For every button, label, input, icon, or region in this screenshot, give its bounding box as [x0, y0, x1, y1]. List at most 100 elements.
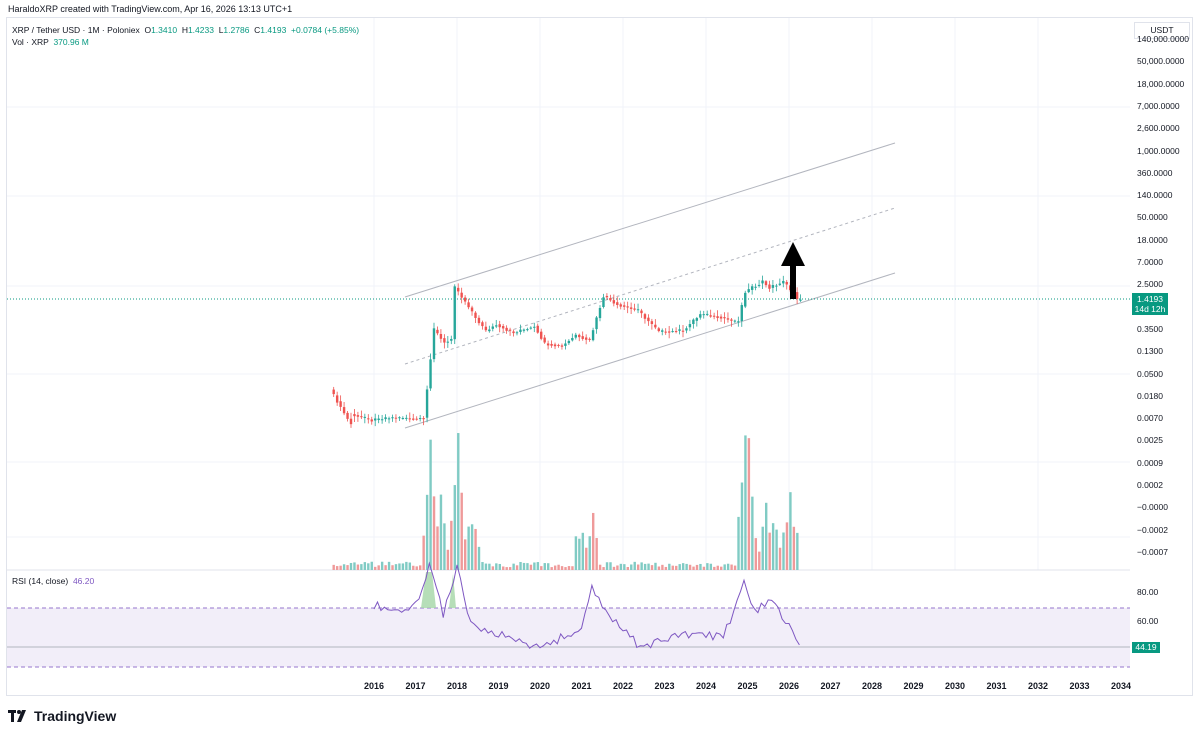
candle-body: [356, 415, 360, 417]
candle-body: [712, 315, 716, 317]
price-tick-label: 0.0500: [1137, 368, 1163, 379]
candle-body: [602, 297, 605, 308]
candle-body: [616, 302, 619, 305]
candle-body: [553, 344, 557, 347]
volume-bar: [751, 496, 754, 570]
candle-body: [688, 324, 692, 328]
candle-body: [775, 285, 778, 287]
candle-body: [671, 331, 674, 333]
volume-bar: [564, 567, 567, 570]
candle-body: [709, 315, 712, 317]
volume-bar: [512, 563, 515, 570]
candle-body: [443, 338, 446, 343]
candle-body: [450, 338, 453, 341]
candle-body: [481, 322, 484, 327]
candle-body: [529, 327, 533, 329]
candle-body: [716, 316, 719, 319]
volume-bar: [522, 562, 526, 570]
candle-body: [699, 314, 702, 318]
candle-body: [764, 281, 768, 286]
candle-body: [367, 418, 370, 420]
candle-body: [380, 419, 384, 421]
volume-bar: [650, 565, 654, 570]
rsi-label: RSI (14, close): [12, 576, 69, 586]
candle-body: [647, 317, 650, 322]
candle-body: [439, 333, 443, 339]
candle-body: [726, 318, 730, 320]
candle-body: [335, 395, 339, 403]
volume-bar: [616, 565, 619, 570]
volume-bar: [370, 561, 373, 570]
ohlc-row: XRP / Tether USD · 1M · Poloniex O1.3410…: [12, 24, 359, 36]
time-tick-label: 2019: [488, 681, 509, 691]
currency-unit-button[interactable]: USDT: [1134, 22, 1190, 39]
volume-bar: [595, 538, 598, 570]
volume-bar: [498, 563, 501, 570]
candle-body: [702, 314, 705, 316]
channel-upper-line: [404, 142, 896, 298]
volume-bar: [609, 562, 612, 570]
candle-body: [571, 337, 574, 341]
volume-bar: [733, 565, 737, 570]
candles: [332, 275, 802, 428]
price-tick-label: 0.0009: [1137, 457, 1163, 468]
tradingview-logo[interactable]: TradingView: [8, 708, 116, 724]
volume-bar: [782, 532, 785, 570]
candle-body: [695, 318, 699, 321]
volume-bar: [664, 566, 668, 570]
volume-bar: [450, 520, 453, 570]
volume-bar: [578, 538, 581, 570]
volume-bar: [630, 564, 633, 570]
candle-body: [643, 314, 647, 319]
candle-body: [463, 297, 467, 302]
volume-bar: [491, 566, 495, 570]
candle-body: [581, 336, 584, 339]
last-price-tag: 1.4193 14d 12h: [1132, 293, 1168, 315]
volume-bar: [553, 565, 557, 570]
volume-bar: [436, 526, 439, 570]
candle-body: [408, 418, 411, 420]
volume-bar: [740, 482, 744, 570]
candle-body: [761, 280, 764, 284]
price-tick-label: 0.0025: [1137, 435, 1163, 446]
candle-body: [384, 417, 387, 420]
volume-bar: [391, 565, 394, 570]
volume-bar: [353, 562, 356, 570]
time-tick-label: 2020: [529, 681, 551, 691]
candle-body: [536, 325, 539, 333]
rsi-band: [7, 608, 1130, 667]
volume-bar: [481, 562, 484, 570]
volume-bar: [681, 563, 685, 570]
volume-bar: [443, 523, 446, 570]
candle-body: [360, 416, 363, 418]
volume-bar: [654, 562, 657, 570]
price-tick-label: 140,000.0000: [1137, 34, 1189, 44]
rsi-line: [373, 561, 800, 649]
candle-body: [754, 286, 757, 288]
candle-body: [685, 328, 688, 331]
candle-body: [370, 419, 373, 422]
low-label: L: [218, 25, 224, 35]
candle-body: [657, 328, 660, 332]
candle-body: [546, 343, 550, 346]
rsi-tick-label: 60.00: [1137, 616, 1159, 626]
candle-body: [401, 418, 405, 420]
volume-bar: [339, 565, 342, 570]
volume-bar: [661, 564, 664, 570]
volume-bar: [775, 529, 778, 570]
volume-bar: [761, 526, 764, 570]
candle-body: [512, 331, 515, 334]
time-tick-label: 2026: [778, 681, 800, 691]
candle-body: [654, 324, 657, 328]
volume-bar: [377, 565, 380, 570]
volume-bar: [713, 566, 716, 570]
time-tick-label: 2031: [986, 681, 1007, 691]
candle-body: [588, 338, 591, 340]
time-tick-label: 2018: [446, 681, 468, 691]
candle-body: [578, 334, 581, 338]
volume-bar: [602, 567, 605, 570]
volume-bar: [360, 564, 363, 570]
candle-body: [633, 308, 636, 310]
volume-bar: [668, 563, 671, 570]
